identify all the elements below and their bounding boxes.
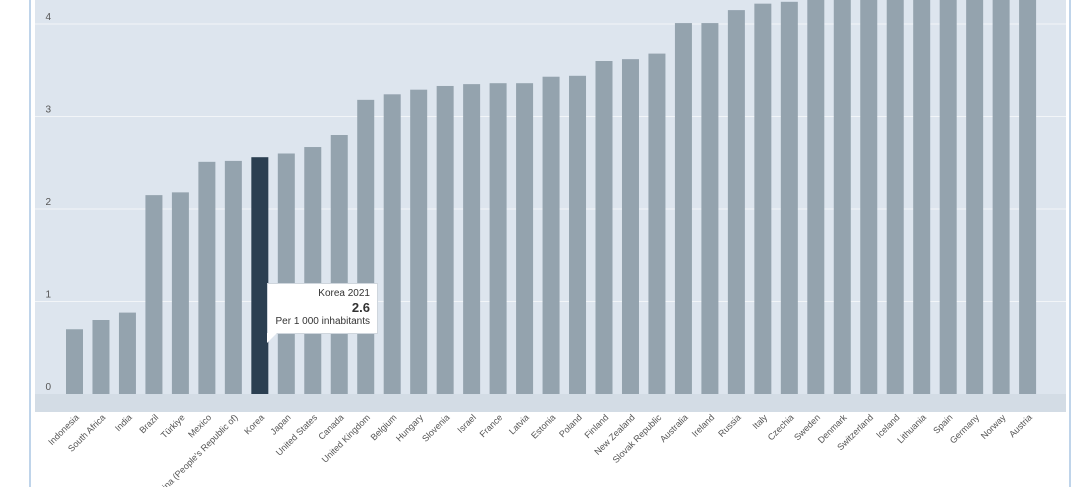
x-tick-label: Latvia [507,412,531,436]
x-tick-label: Korea [242,412,266,436]
bar [754,3,772,395]
bar [251,157,269,394]
bar [171,192,189,394]
bar [489,83,507,394]
y-tick-label: 2 [45,197,51,208]
bar [648,53,666,394]
bar [145,195,163,395]
x-tick-label: Italy [751,412,770,431]
bar [383,94,401,395]
bar [330,135,348,394]
bar [780,1,798,395]
bar [516,83,534,394]
x-tick-label: Israel [455,412,478,435]
bar [886,0,904,394]
bar [569,75,587,395]
bar [674,23,692,395]
x-tick-label: France [478,412,505,439]
bar [357,99,375,394]
bar [224,160,242,394]
bar [807,0,825,394]
bar [621,59,639,395]
x-tick-label: Norway [979,412,1008,441]
bar [595,61,613,394]
bar [277,153,295,394]
tooltip-unit: Per 1 000 inhabitants [275,316,370,327]
tooltip: Korea 2021 2.6 Per 1 000 inhabitants [267,283,378,334]
bar [913,0,931,394]
tooltip-value: 2.6 [351,300,370,315]
bar [939,0,957,394]
bar [66,329,83,394]
x-tick-label: Spain [931,412,954,435]
x-tick-label: Slovak Republic [611,412,664,465]
x-tick-label: Lithuania [895,412,928,445]
tooltip-title: Korea 2021 [318,288,370,299]
y-tick-label: 3 [45,105,51,116]
bar [833,0,851,394]
bar [118,312,136,394]
x-axis-band [35,394,1066,412]
bar [198,161,216,394]
x-tick-label: India [113,412,134,433]
x-tick-label: Brazil [137,412,160,435]
bar [542,76,560,394]
x-tick-label: Estonia [529,412,557,440]
x-tick-label: Ireland [690,412,717,439]
bar [992,0,1010,394]
y-tick-label: 4 [45,12,51,23]
bar [727,10,745,395]
x-tick-label: Japan [268,412,292,436]
bar [463,84,481,395]
x-tick-label: Czechia [766,412,796,442]
tooltip-pointer [267,333,277,343]
x-tick-label: Türkiye [159,412,187,440]
x-tick-label: Australia [658,412,690,444]
x-tick-label: Slovenia [420,412,451,443]
y-tick-label: 0 [45,382,51,393]
bar [410,89,428,395]
x-tick-label: Austria [1007,412,1034,439]
x-tick-label: Russia [716,412,743,439]
x-tick-label: Germany [948,412,982,446]
y-tick-label: 1 [45,290,51,301]
bar [966,0,984,394]
bar [304,147,322,394]
bar [701,23,719,395]
x-tick-label: Poland [557,412,584,439]
bar [860,0,878,394]
bar [1019,0,1037,394]
bar [436,85,454,394]
x-tick-label: United Kingdom [320,412,372,464]
bar [92,320,110,394]
